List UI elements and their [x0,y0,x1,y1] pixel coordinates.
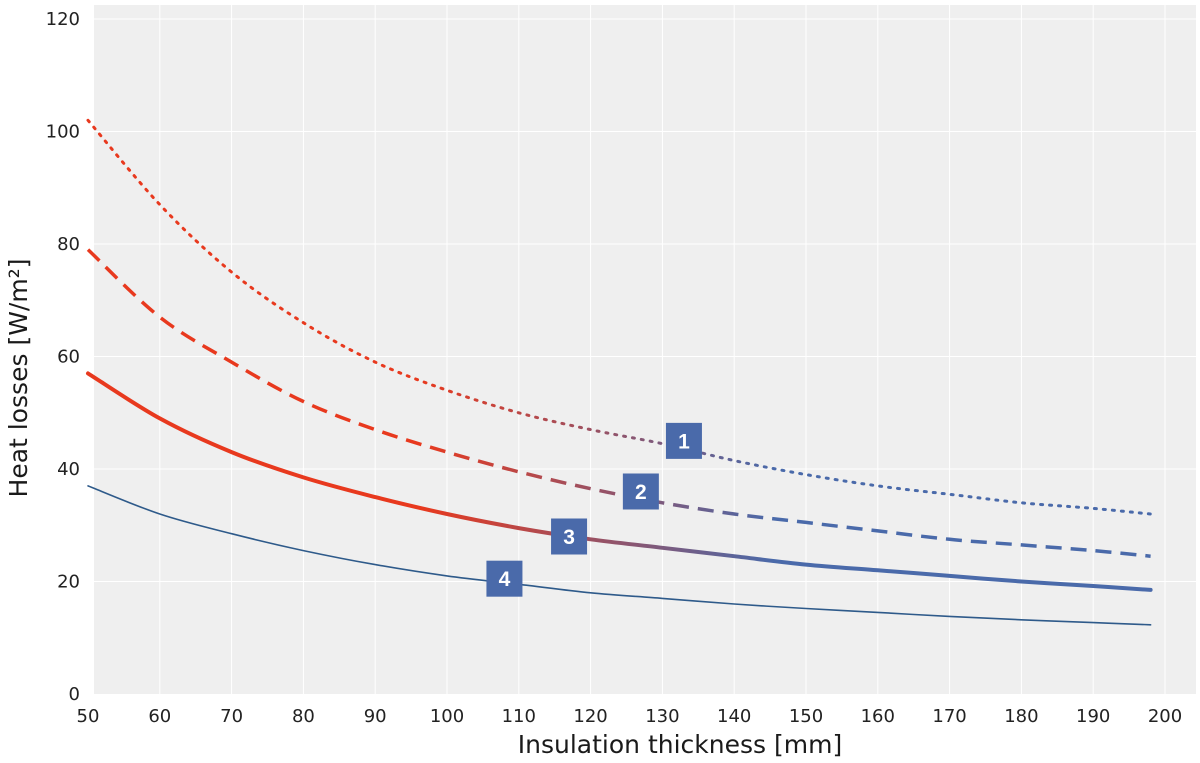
series-line-3 [86,371,1153,592]
y-tick-label: 20 [57,572,80,593]
series-badge-2: 2 [622,473,659,510]
y-tick-label: 80 [57,234,80,255]
series-badges: 1 2 3 4 [486,422,702,597]
x-tick-label: 70 [220,706,243,727]
x-tick-label: 170 [932,706,966,727]
x-tick-label: 200 [1148,706,1182,727]
badge-label: 3 [563,526,575,549]
x-tick-label: 130 [645,706,679,727]
x-tick-label: 110 [502,706,536,727]
x-tick-label: 180 [1004,706,1038,727]
badge-box [486,560,523,597]
badge-label: 4 [499,568,511,591]
x-tick-label: 120 [573,706,607,727]
x-tick-label: 190 [1076,706,1110,727]
series-line-4 [87,485,1152,626]
x-tick-label: 60 [148,706,171,727]
series-badge-3: 3 [551,518,588,555]
x-tick-label: 90 [364,706,387,727]
badge-box [665,422,702,459]
badge-label: 2 [635,481,647,504]
x-tick-label: 140 [717,706,751,727]
y-axis-title: Heat losses [W/m²] [4,259,33,498]
x-axis: 50 60 70 80 90 100 110 120 130 140 150 160 170 180 190… [77,706,1183,727]
y-tick-label: 120 [46,9,80,30]
x-tick-label: 50 [77,706,100,727]
y-tick-label: 40 [57,459,80,480]
badge-box [622,473,659,510]
series-badge-4: 4 [486,560,523,597]
series-lines [86,118,1153,626]
x-tick-label: 80 [292,706,315,727]
y-tick-label: 100 [46,122,80,143]
badge-box [551,518,588,555]
x-tick-label: 100 [430,706,464,727]
y-tick-label: 60 [57,347,80,368]
x-tick-label: 150 [789,706,823,727]
series-line-2 [86,248,1151,558]
plot-background [94,5,1196,694]
series-badge-1: 1 [665,422,702,459]
series-line-1 [86,118,1153,516]
badge-label: 1 [678,430,690,453]
x-axis-title: Insulation thickness [mm] [518,730,842,759]
grid [94,5,1196,694]
x-tick-label: 160 [861,706,895,727]
y-axis: 0 20 40 60 80 100 120 [46,9,80,705]
y-tick-label: 0 [69,684,80,705]
